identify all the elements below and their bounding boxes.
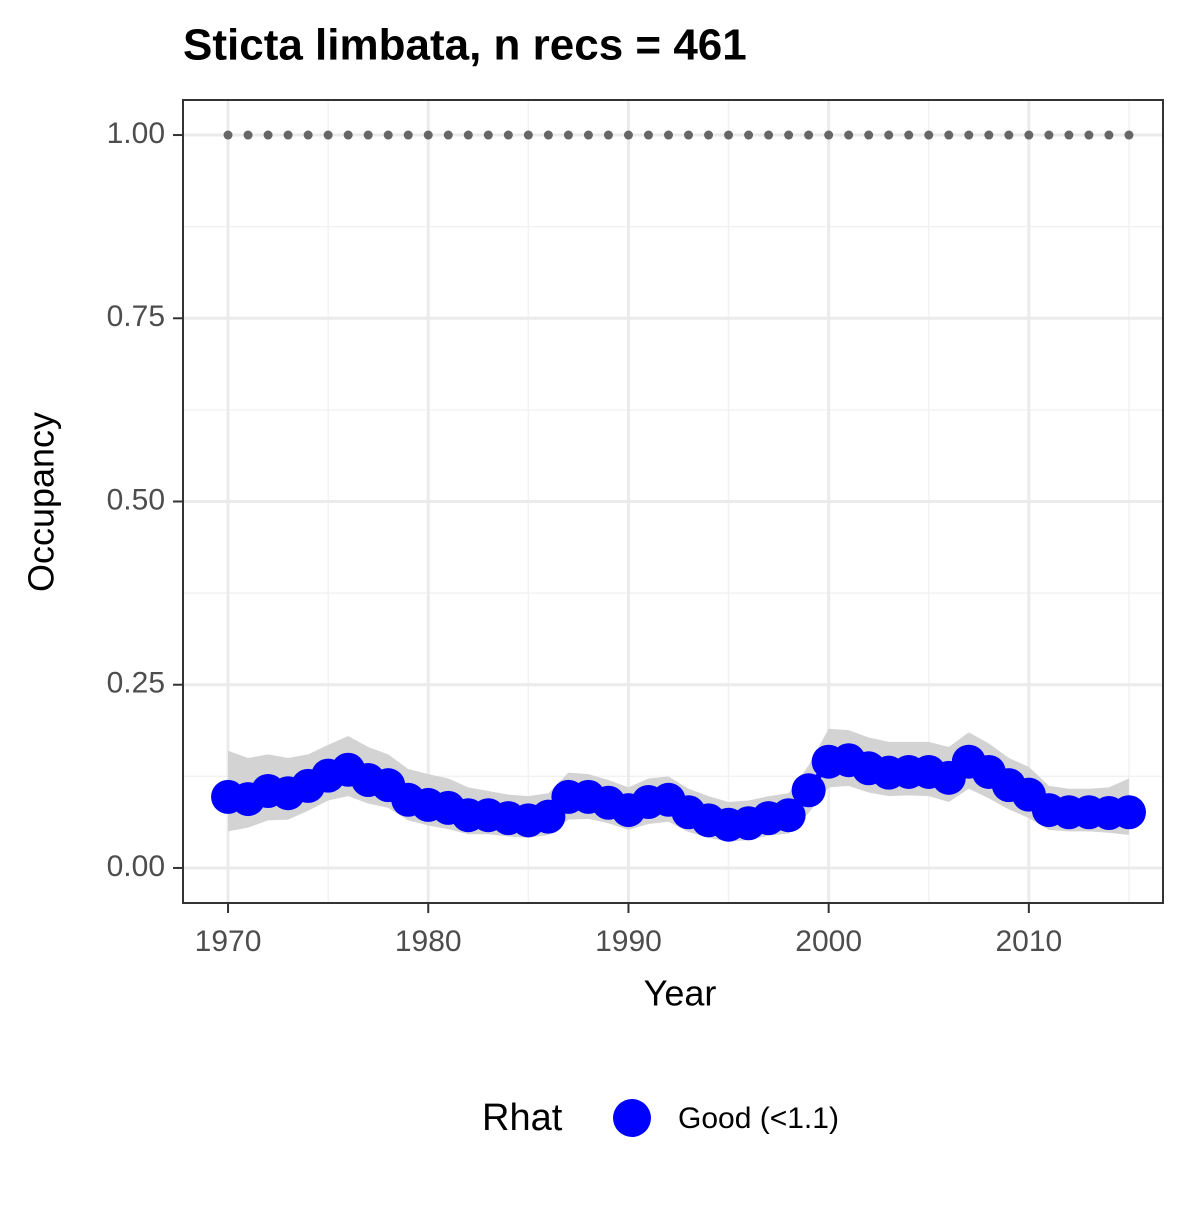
legend-title: Rhat xyxy=(482,1097,563,1139)
reference-point xyxy=(483,130,493,140)
y-axis-label: Occupancy xyxy=(21,412,62,592)
x-axis-label: Year xyxy=(644,973,717,1014)
reference-point xyxy=(403,130,413,140)
reference-point xyxy=(784,130,794,140)
reference-point xyxy=(443,130,453,140)
reference-point xyxy=(844,130,854,140)
reference-point xyxy=(643,130,653,140)
reference-point xyxy=(824,130,834,140)
reference-point xyxy=(804,130,814,140)
plot-border xyxy=(182,99,1164,904)
reference-point xyxy=(964,130,974,140)
x-tick-label: 1990 xyxy=(595,925,662,958)
reference-point xyxy=(724,130,734,140)
reference-point xyxy=(463,130,473,140)
x-tick-label: 1970 xyxy=(195,925,262,958)
reference-point xyxy=(984,130,994,140)
reference-point xyxy=(343,130,353,140)
y-tick-label: 0.50 xyxy=(107,483,165,516)
reference-point xyxy=(1004,130,1014,140)
point xyxy=(771,798,806,833)
reference-point xyxy=(864,130,874,140)
x-tick-label: 2010 xyxy=(995,925,1062,958)
reference-point xyxy=(223,130,233,140)
reference-point xyxy=(303,130,313,140)
reference-point xyxy=(563,130,573,140)
reference-point xyxy=(1044,130,1054,140)
x-tick-label: 1980 xyxy=(395,925,462,958)
reference-point xyxy=(684,130,694,140)
reference-point xyxy=(523,130,533,140)
reference-point xyxy=(884,130,894,140)
reference-point xyxy=(383,130,393,140)
reference-point xyxy=(603,130,613,140)
reference-point xyxy=(623,130,633,140)
reference-point xyxy=(1024,130,1034,140)
y-tick-label: 0.75 xyxy=(107,300,165,333)
reference-point xyxy=(263,130,273,140)
y-tick-label: 0.25 xyxy=(107,667,165,700)
reference-point xyxy=(503,130,513,140)
reference-point xyxy=(744,130,754,140)
reference-point xyxy=(363,130,373,140)
reference-point xyxy=(663,130,673,140)
reference-point xyxy=(764,130,774,140)
y-tick-label: 1.00 xyxy=(107,117,165,150)
reference-point xyxy=(1124,130,1134,140)
reference-point xyxy=(704,130,714,140)
reference-point xyxy=(423,130,433,140)
x-tick-label: 2000 xyxy=(795,925,862,958)
reference-point xyxy=(1084,130,1094,140)
reference-point xyxy=(904,130,914,140)
reference-point xyxy=(323,130,333,140)
reference-point xyxy=(1104,130,1114,140)
reference-point xyxy=(924,130,934,140)
reference-point xyxy=(283,130,293,140)
reference-point xyxy=(1064,130,1074,140)
y-tick-label: 0.00 xyxy=(107,850,165,883)
legend-label: Good (<1.1) xyxy=(678,1102,839,1135)
point xyxy=(791,773,826,808)
reference-point xyxy=(944,130,954,140)
point xyxy=(1111,795,1146,830)
legend-swatch xyxy=(613,1099,651,1137)
reference-point xyxy=(583,130,593,140)
reference-point xyxy=(543,130,553,140)
chart-title: Sticta limbata, n recs = 461 xyxy=(183,21,747,70)
reference-point xyxy=(243,130,253,140)
